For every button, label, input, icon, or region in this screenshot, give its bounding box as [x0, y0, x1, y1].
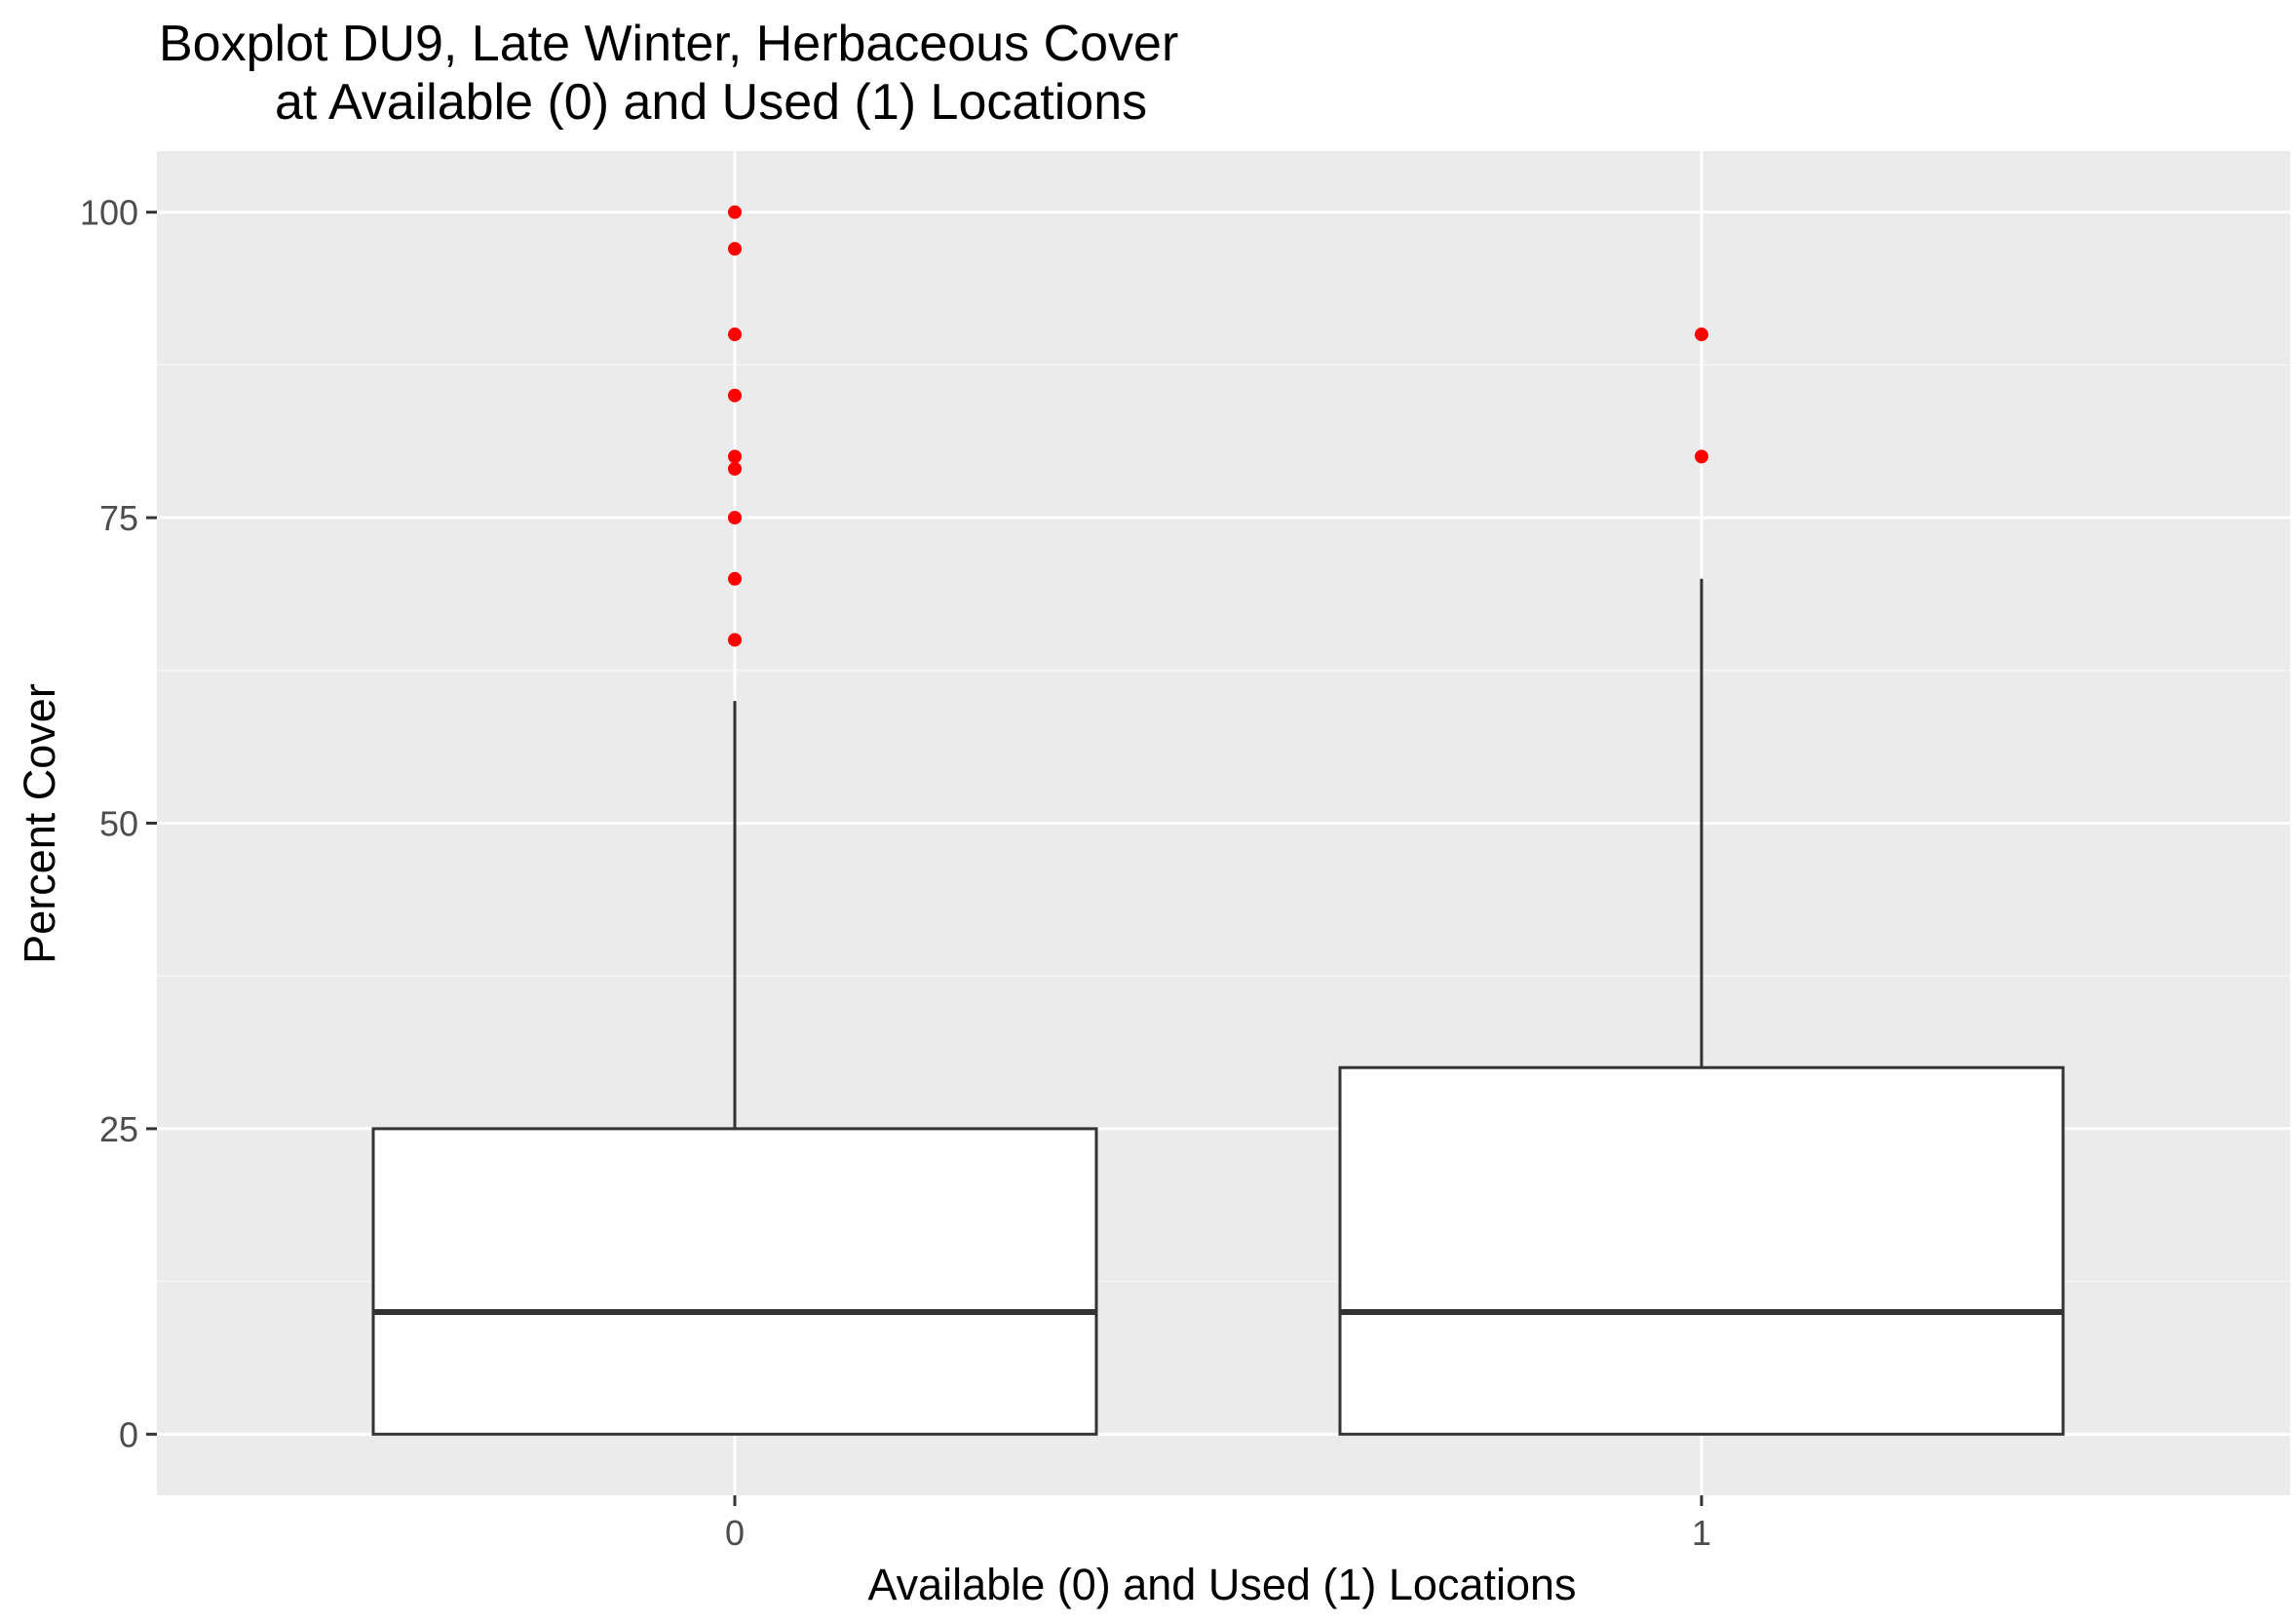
outlier-point [728, 242, 742, 256]
chart-title-line-1: Boxplot DU9, Late Winter, Herbaceous Cov… [159, 16, 1178, 72]
x-axis-title: Available (0) and Used (1) Locations [867, 1560, 1576, 1609]
y-axis-title: Percent Cover [15, 683, 64, 964]
outlier-point [728, 511, 742, 525]
boxes [371, 205, 2065, 1436]
box-category-0 [371, 205, 1098, 1436]
x-tick-label: 0 [725, 1513, 745, 1553]
outlier-point [728, 388, 742, 403]
chart-title-line-2: at Available (0) and Used (1) Locations [275, 74, 1147, 131]
outlier-point [1695, 449, 1708, 464]
box-iqr [371, 1127, 1098, 1436]
y-tick-label: 100 [80, 193, 138, 233]
y-tick-label: 0 [119, 1414, 138, 1454]
outlier-point [728, 461, 742, 476]
outlier-point [728, 633, 742, 647]
outlier-point [1695, 328, 1708, 342]
outlier-point [728, 571, 742, 586]
x-tick-label: 1 [1692, 1513, 1711, 1553]
box-iqr [1338, 1065, 2065, 1436]
outlier-point [728, 328, 742, 342]
y-tick-label: 75 [99, 498, 138, 538]
y-tick-label: 25 [99, 1109, 138, 1149]
outlier-point [728, 449, 742, 464]
y-tick-label: 50 [99, 804, 138, 844]
axis-ticks: 0 25 50 75 100 0 1 [80, 193, 1711, 1553]
box-category-1 [1338, 328, 2065, 1436]
outlier-point [728, 205, 742, 219]
